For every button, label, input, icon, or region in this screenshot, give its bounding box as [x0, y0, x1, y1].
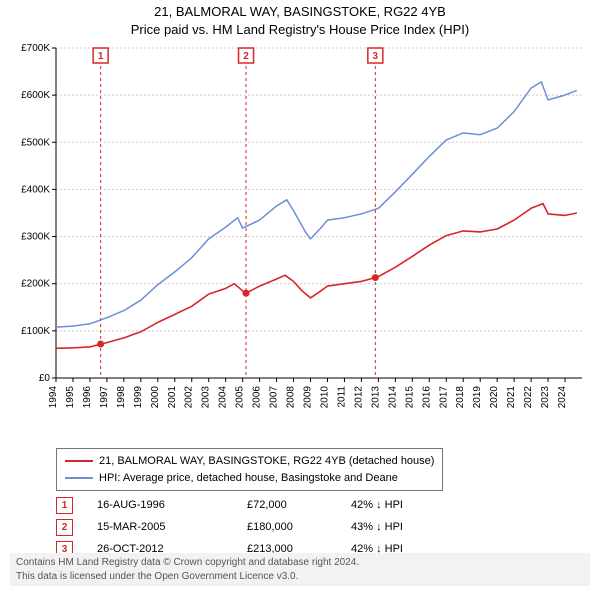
svg-text:2016: 2016: [421, 386, 432, 409]
svg-text:1995: 1995: [65, 386, 76, 409]
plot-area: £0 £100K £200K £300K £400K £500K £600K £700K 199…: [10, 40, 590, 440]
sale-marker-1-icon: 1: [56, 497, 73, 514]
footer-line-2: This data is licensed under the Open Gov…: [16, 570, 584, 584]
svg-text:2009: 2009: [303, 386, 314, 409]
svg-text:2005: 2005: [235, 386, 246, 409]
svg-text:2004: 2004: [218, 386, 229, 409]
chart-svg: £0 £100K £200K £300K £400K £500K £600K £700K 199…: [10, 40, 590, 440]
legend-label-2: HPI: Average price, detached house, Basi…: [99, 470, 398, 487]
svg-text:£300K: £300K: [21, 232, 50, 243]
svg-text:2023: 2023: [540, 386, 551, 409]
legend-box: 21, BALMORAL WAY, BASINGSTOKE, RG22 4YB …: [56, 448, 443, 491]
svg-text:1998: 1998: [116, 386, 127, 409]
legend-swatch-1: [65, 460, 93, 462]
svg-text:3: 3: [373, 51, 379, 62]
legend-swatch-2: [65, 477, 93, 479]
legend-row-1: 21, BALMORAL WAY, BASINGSTOKE, RG22 4YB …: [65, 453, 434, 470]
svg-text:2019: 2019: [472, 386, 483, 409]
sale-pct-2: 43% ↓ HPI: [351, 521, 403, 533]
svg-text:2001: 2001: [167, 386, 178, 409]
svg-text:£700K: £700K: [21, 43, 50, 54]
svg-text:2012: 2012: [353, 386, 364, 409]
svg-text:2015: 2015: [404, 386, 415, 409]
svg-text:2003: 2003: [201, 386, 212, 409]
sale-price-2: £180,000: [247, 521, 351, 533]
svg-text:£500K: £500K: [21, 137, 50, 148]
footer-line-1: Contains HM Land Registry data © Crown c…: [16, 556, 584, 570]
svg-text:2: 2: [243, 51, 249, 62]
svg-text:2006: 2006: [252, 386, 263, 409]
svg-text:£0: £0: [39, 373, 51, 384]
svg-text:2020: 2020: [489, 386, 500, 409]
svg-text:£200K: £200K: [21, 279, 50, 290]
chart-title-line1: 21, BALMORAL WAY, BASINGSTOKE, RG22 4YB: [0, 4, 600, 19]
svg-text:£100K: £100K: [21, 326, 50, 337]
svg-text:2002: 2002: [184, 386, 195, 409]
svg-text:2014: 2014: [387, 386, 398, 409]
legend-label-1: 21, BALMORAL WAY, BASINGSTOKE, RG22 4YB …: [99, 453, 434, 470]
svg-text:2008: 2008: [286, 386, 297, 409]
legend-row-2: HPI: Average price, detached house, Basi…: [65, 470, 434, 487]
svg-text:1994: 1994: [48, 386, 59, 409]
table-row: 2 15-MAR-2005 £180,000 43% ↓ HPI: [56, 516, 403, 538]
sale-pct-1: 42% ↓ HPI: [351, 499, 403, 511]
svg-text:2007: 2007: [269, 386, 280, 409]
svg-text:£600K: £600K: [21, 90, 50, 101]
chart-container: 21, BALMORAL WAY, BASINGSTOKE, RG22 4YB …: [0, 0, 600, 590]
svg-text:2000: 2000: [150, 386, 161, 409]
footer-attribution: Contains HM Land Registry data © Crown c…: [10, 553, 590, 586]
svg-text:2013: 2013: [370, 386, 381, 409]
svg-text:1: 1: [98, 51, 104, 62]
svg-text:2017: 2017: [438, 386, 449, 409]
sale-marker-2-icon: 2: [56, 519, 73, 536]
sale-date-2: 15-MAR-2005: [97, 521, 247, 533]
svg-text:2018: 2018: [455, 386, 466, 409]
sale-price-1: £72,000: [247, 499, 351, 511]
svg-text:1997: 1997: [99, 386, 110, 409]
svg-text:1999: 1999: [133, 386, 144, 409]
svg-text:2022: 2022: [523, 386, 534, 409]
sale-date-1: 16-AUG-1996: [97, 499, 247, 511]
svg-text:2011: 2011: [336, 386, 347, 408]
svg-text:2010: 2010: [319, 386, 330, 409]
svg-text:£400K: £400K: [21, 184, 50, 195]
svg-text:1996: 1996: [82, 386, 93, 409]
svg-text:2024: 2024: [557, 386, 568, 409]
table-row: 1 16-AUG-1996 £72,000 42% ↓ HPI: [56, 494, 403, 516]
svg-text:2021: 2021: [506, 386, 517, 409]
sales-table: 1 16-AUG-1996 £72,000 42% ↓ HPI 2 15-MAR…: [56, 494, 403, 560]
chart-title-line2: Price paid vs. HM Land Registry's House …: [0, 22, 600, 37]
